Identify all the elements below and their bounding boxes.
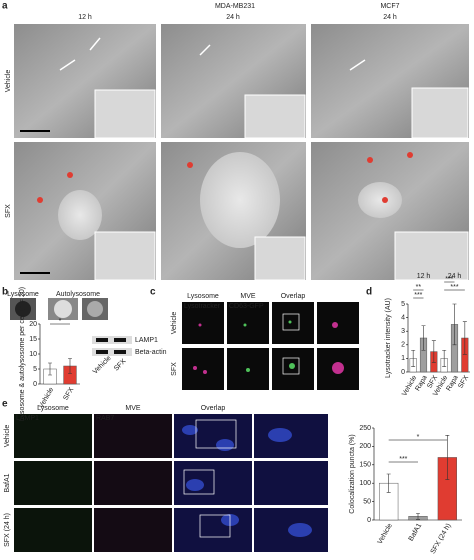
column-label: MVE [125,405,141,412]
y-tick-label: 50 [363,498,371,505]
significance-label: * [59,318,62,325]
error-bar [452,303,457,346]
column-label: Overlap [281,293,306,300]
panel-letter: d [366,287,372,298]
y-tick-label: 0 [33,381,37,388]
significance-label: * [417,434,420,441]
y-tick-label: 3 [401,328,405,335]
image-label: Lysosome [7,291,39,298]
row-label: Vehicle [4,425,11,448]
column-label: Lysosome [37,405,69,412]
lane-label: SFX [113,358,128,373]
column-label: 24 h [383,14,397,21]
column-label: MVE [240,293,256,300]
significance-label: *** [399,456,407,463]
panel-letter: b [2,287,8,298]
y-tick-label: 250 [359,425,371,432]
panel-letter: a [2,1,8,12]
band-label: LAMP1 [135,337,158,344]
y-tick-label: 4 [401,314,405,321]
y-tick-label: 2 [401,342,405,349]
y-axis-label: Lysotracker intensity (AU) [385,298,392,378]
y-tick-label: 0 [401,369,405,376]
error-bar [421,325,426,351]
c-images [182,302,359,390]
error-bar [386,473,391,493]
error-bar [462,321,467,355]
lane-label: Vehicle [92,355,113,376]
y-tick-label: 10 [29,351,37,358]
column-label: Lysosome [187,293,219,300]
row-label: SFX [5,204,12,218]
x-tick-label: SFX (24 h) [430,522,453,555]
row-label: Vehicle [171,312,178,335]
x-tick-label: SFX [457,374,470,390]
stain-label: Lysotracker [184,303,221,310]
em-images [14,24,469,281]
b-images [10,298,132,356]
y-tick-label: 5 [401,301,405,308]
y-tick-label: 5 [33,366,37,373]
significance-label: ** [416,284,422,291]
panel-letter: e [2,399,8,410]
significance-label: *** [450,284,458,291]
error-bar [431,340,436,363]
y-axis-label: Lysosome & autolysosome per cell (n = 20… [19,287,26,421]
band-label: Beta-actin [135,349,167,356]
stain-label: RAB7 [96,415,114,422]
y-tick-label: 1 [401,355,405,362]
group-label: 24 h [448,273,462,280]
y-tick-label: 15 [29,336,37,343]
y-tick-label: 200 [359,443,371,450]
error-bar [416,513,420,520]
y-tick-label: 100 [359,480,371,487]
error-bar [68,358,72,374]
x-tick-label: SFX [62,386,75,402]
column-label: 12 h [78,14,92,21]
y-tick-label: 20 [29,321,37,328]
column-label: Overlap [201,405,226,412]
column-label: 24 h [226,14,240,21]
group-label: 12 h [417,273,431,280]
x-tick-label: BafA1 [408,522,424,542]
stain-label: LAMP1 [16,415,39,422]
row-label: Vehicle [5,70,12,93]
row-label: SFX [171,362,178,376]
image-label: Autolysosome [56,291,100,298]
row-label: SFX (24 h) [4,513,11,547]
error-bar [445,435,450,480]
group-label: MCF7 [380,3,399,10]
significance-label: *** [445,276,453,283]
y-axis-label: Colocalization puncta (%) [349,434,356,513]
x-tick-label: Vehicle [377,522,394,545]
stain-label: CD63-GFP [229,303,264,310]
e-images [14,414,328,552]
row-label: BafA1 [4,473,11,492]
error-bar [48,362,52,376]
panel-letter: c [150,287,156,298]
y-tick-label: 150 [359,462,371,469]
group-label: MDA-MB231 [215,3,255,10]
y-tick-label: 0 [367,517,371,524]
significance-label: *** [414,292,422,299]
error-bar [411,349,416,367]
error-bar [442,349,447,367]
